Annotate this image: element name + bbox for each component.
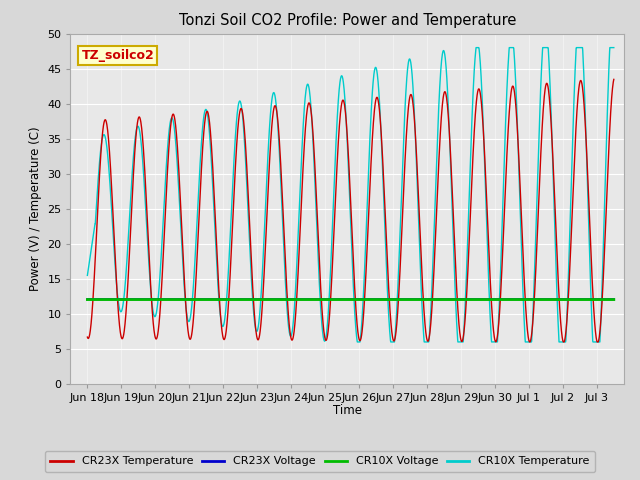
Legend: CR23X Temperature, CR23X Voltage, CR10X Voltage, CR10X Temperature: CR23X Temperature, CR23X Voltage, CR10X … [45,451,595,472]
Y-axis label: Power (V) / Temperature (C): Power (V) / Temperature (C) [29,127,42,291]
Title: Tonzi Soil CO2 Profile: Power and Temperature: Tonzi Soil CO2 Profile: Power and Temper… [179,13,516,28]
Text: TZ_soilco2: TZ_soilco2 [81,49,154,62]
X-axis label: Time: Time [333,405,362,418]
